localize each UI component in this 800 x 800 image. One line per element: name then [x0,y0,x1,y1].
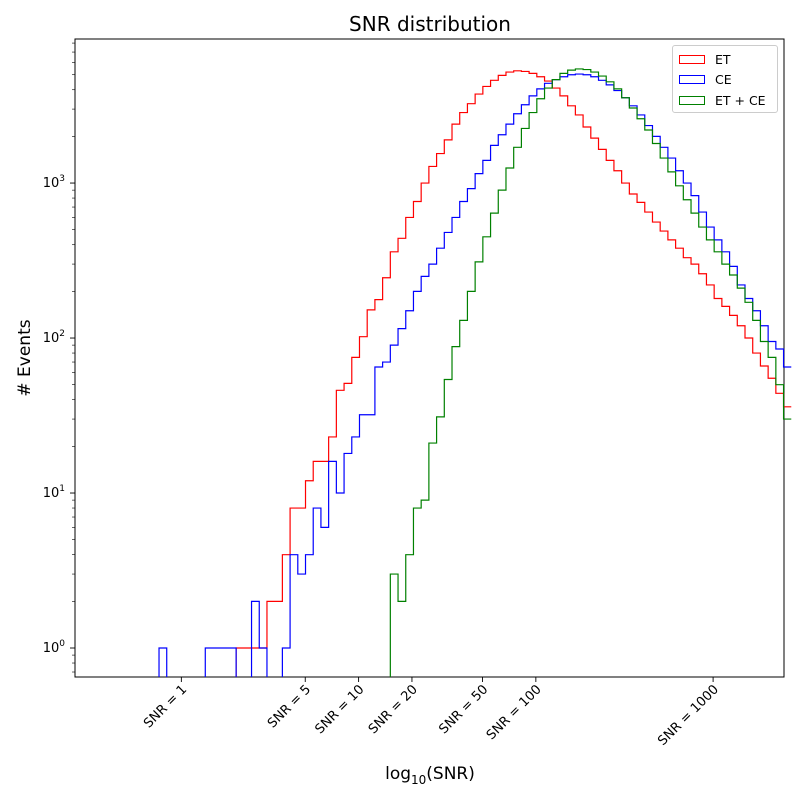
chart-title: SNR distribution [349,12,511,36]
series-et-plus-ce [389,68,792,677]
y-tick-label: 100 [43,639,66,656]
y-tick-label-exponent: 0 [59,639,65,649]
legend-entry-et: ET [679,51,731,67]
series-ce [158,73,792,677]
y-tick-label: 102 [43,329,65,346]
plot-area [74,38,785,678]
y-tick-label-base: 10 [43,641,60,656]
legend-entry-et-ce: ET + CE [679,92,766,108]
y-tick-label: 101 [43,484,65,501]
legend: ET CE ET + CE [672,45,778,113]
y-axis-label: # Events [15,319,35,396]
y-tick-label-base: 10 [43,331,60,346]
x-tick-label: SNR = 20 [366,682,421,737]
legend-entry-ce: CE [679,71,732,87]
x-axis-label-main: log [385,764,411,784]
legend-label-et-ce: ET + CE [715,92,766,108]
x-tick-label: SNR = 5 [265,682,314,731]
series-et [235,70,792,677]
x-axis-label: log10(SNR) [385,764,475,787]
y-tick-label-exponent: 1 [59,484,65,494]
x-tick-label: SNR = 1000 [655,682,722,749]
legend-swatch-et [679,54,705,64]
legend-swatch-ce [679,74,705,84]
x-axis-label-subscript: 10 [411,773,426,787]
y-tick-label-base: 10 [43,176,60,191]
legend-swatch-et-ce [679,95,705,105]
y-tick-label: 103 [43,174,65,191]
y-tick-label-exponent: 3 [59,174,65,184]
x-tick-label: SNR = 10 [312,682,367,737]
y-tick-label-base: 10 [43,486,60,501]
x-tick-label: SNR = 100 [484,682,545,743]
legend-label-et: ET [715,51,731,67]
x-axis-label-tail: (SNR) [426,764,475,784]
series-group [158,68,792,677]
x-tick-label: SNR = 1 [141,682,190,731]
legend-label-ce: CE [715,71,732,87]
y-tick-label-exponent: 2 [59,329,65,339]
x-tick-label: SNR = 50 [436,682,491,737]
